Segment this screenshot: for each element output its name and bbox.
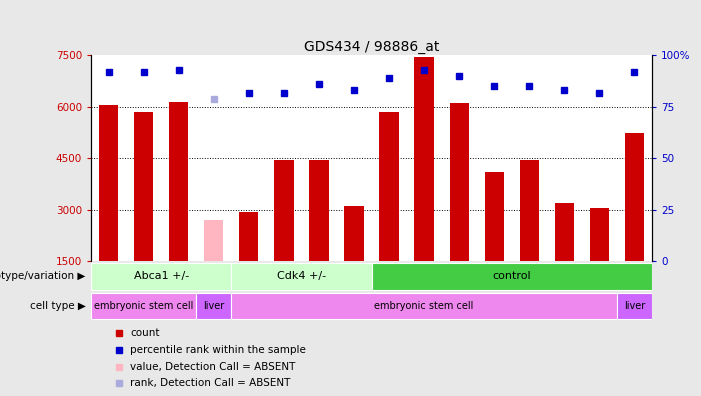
Text: genotype/variation ▶: genotype/variation ▶ xyxy=(0,271,86,281)
Bar xyxy=(344,206,364,261)
Bar xyxy=(99,105,118,261)
Bar xyxy=(625,133,644,261)
Bar xyxy=(231,293,617,319)
Bar xyxy=(590,208,609,261)
Bar xyxy=(91,293,196,319)
Text: Cdk4 +/-: Cdk4 +/- xyxy=(277,271,326,281)
Bar xyxy=(196,293,231,319)
Bar xyxy=(91,263,231,289)
Bar xyxy=(554,203,574,261)
Text: rank, Detection Call = ABSENT: rank, Detection Call = ABSENT xyxy=(130,378,291,388)
Bar xyxy=(169,102,189,261)
Bar xyxy=(414,57,434,261)
Text: value, Detection Call = ABSENT: value, Detection Call = ABSENT xyxy=(130,362,296,371)
Bar xyxy=(379,112,399,261)
Bar xyxy=(274,160,294,261)
Bar xyxy=(231,263,372,289)
Text: liver: liver xyxy=(203,301,224,311)
Bar xyxy=(449,103,469,261)
Bar xyxy=(519,160,539,261)
Text: liver: liver xyxy=(624,301,645,311)
Bar xyxy=(309,160,329,261)
Text: embryonic stem cell: embryonic stem cell xyxy=(94,301,193,311)
Bar xyxy=(134,112,154,261)
Text: percentile rank within the sample: percentile rank within the sample xyxy=(130,345,306,355)
Bar xyxy=(239,211,259,261)
Text: Abca1 +/-: Abca1 +/- xyxy=(134,271,189,281)
Text: control: control xyxy=(492,271,531,281)
Text: cell type ▶: cell type ▶ xyxy=(29,301,86,311)
Text: count: count xyxy=(130,328,160,338)
Bar xyxy=(617,293,652,319)
Bar xyxy=(372,263,652,289)
Title: GDS434 / 98886_at: GDS434 / 98886_at xyxy=(304,40,440,54)
Bar xyxy=(204,220,224,261)
Bar xyxy=(484,172,504,261)
Text: embryonic stem cell: embryonic stem cell xyxy=(374,301,474,311)
